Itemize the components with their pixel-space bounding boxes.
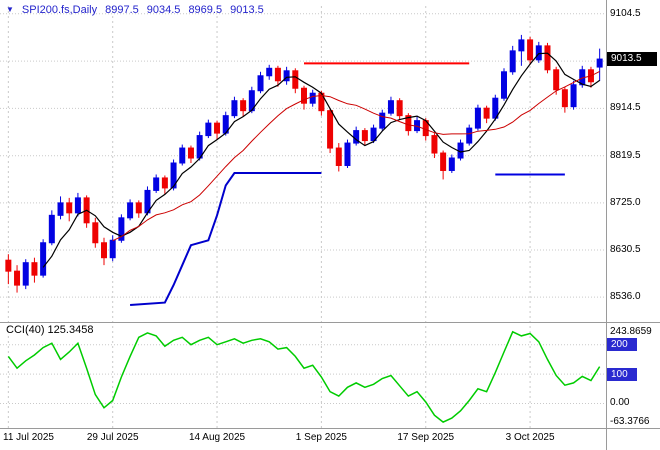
- indicator-level-tag: 100: [607, 367, 637, 381]
- time-axis-label: 3 Oct 2025: [505, 432, 555, 443]
- price-axis-label: 9104.5: [610, 7, 641, 19]
- high-value: 9034.5: [146, 4, 181, 16]
- open-value: 8997.5: [105, 4, 139, 16]
- time-axis-label: 14 Aug 2025: [188, 432, 246, 443]
- indicator-axis-label: -63.3766: [610, 416, 650, 428]
- price-axis-label: 8914.5: [610, 102, 641, 114]
- current-price-tag: 9013.5: [607, 52, 657, 67]
- low-value: 8969.5: [188, 4, 223, 16]
- time-axis-label: 1 Sep 2025: [295, 432, 347, 443]
- close-value: 9013.5: [230, 4, 264, 16]
- price-axis-label: 8725.0: [610, 196, 641, 208]
- indicator-label: CCI(40) 125.3458: [6, 324, 94, 336]
- price-axis-label: 8819.5: [610, 149, 641, 161]
- indicator-axis-label: 243.8659: [610, 325, 652, 337]
- indicator-axis-label: 0.00: [610, 397, 630, 409]
- price-axis-label: 8630.5: [610, 243, 641, 255]
- symbol-timeframe-label: SPI200.fs,Daily: [21, 4, 98, 16]
- price-axis-label: 8536.0: [610, 291, 641, 303]
- chart-header: ▼ SPI200.fs,Daily 8997.5 9034.5 8969.5 9…: [6, 4, 264, 16]
- indicator-level-tag: 200: [607, 338, 637, 352]
- time-axis-label: 29 Jul 2025: [86, 432, 139, 443]
- time-axis-label: 11 Jul 2025: [3, 432, 54, 443]
- symbol-dropdown-icon[interactable]: ▼: [6, 5, 14, 14]
- time-axis-label: 17 Sep 2025: [397, 432, 455, 443]
